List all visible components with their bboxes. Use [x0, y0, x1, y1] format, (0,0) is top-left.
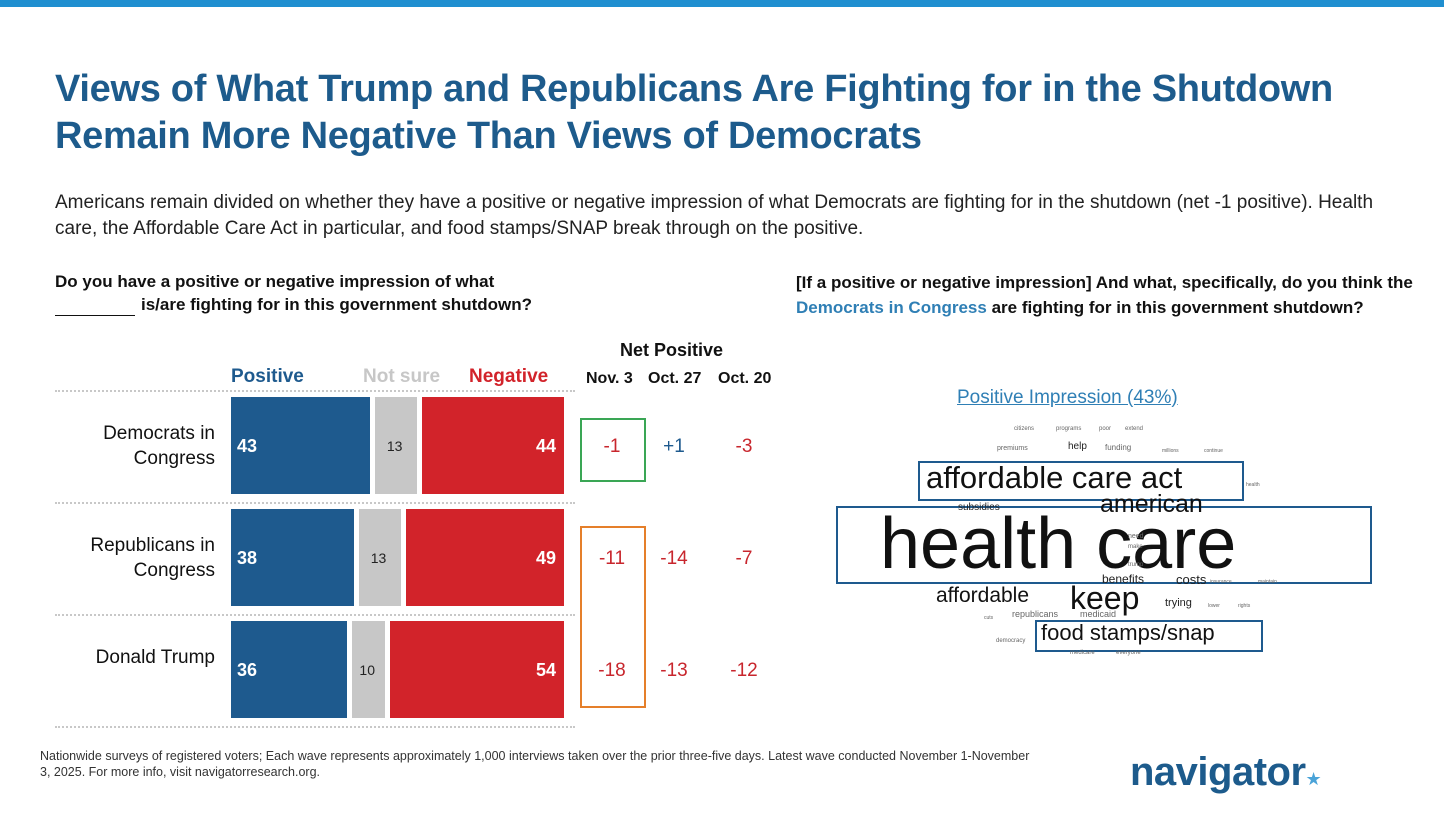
word-affordable: affordable	[936, 584, 1030, 607]
question-right-part1: [If a positive or negative impression] A…	[796, 273, 1413, 292]
word-subsidies: subsidies	[958, 502, 1000, 513]
net-value: -13	[660, 660, 688, 681]
word-funding: funding	[1105, 443, 1132, 452]
series-header-not-sure: Not sure	[363, 366, 441, 387]
word-programs: programs	[1056, 426, 1082, 432]
word-democracy: democracy	[996, 638, 1026, 644]
bar-value-positive: 38	[237, 548, 258, 568]
bar-positive	[231, 397, 370, 494]
bar-value-not-sure: 10	[359, 662, 375, 678]
word-poor: poor	[1099, 426, 1112, 432]
bar-not-sure	[352, 621, 385, 718]
word-cuts: cuts	[984, 615, 994, 621]
word-american: american	[1100, 490, 1203, 518]
question-right: [If a positive or negative impression] A…	[796, 270, 1416, 320]
row-divider	[55, 726, 575, 728]
bar-negative	[389, 621, 564, 718]
fill-blank	[55, 299, 135, 316]
word-benefits: benefits	[1102, 572, 1145, 586]
word-affordable-care-act: affordable care act	[926, 460, 1183, 495]
bar-value-not-sure: 13	[386, 438, 403, 454]
word-highlight-box	[918, 461, 1244, 501]
word-highlight-box	[836, 506, 1372, 584]
net-highlight-box-democrats	[580, 418, 646, 482]
series-header-positive: Positive	[231, 366, 304, 387]
net-value: -1	[603, 436, 621, 457]
row-label: Republicans in Congress	[90, 535, 215, 581]
row-divider	[55, 390, 575, 392]
bar-value-positive: 36	[237, 660, 258, 680]
net-value: +1	[663, 436, 685, 457]
net-value: -11	[598, 548, 626, 569]
word-need: need	[1128, 533, 1144, 540]
net-column-header: Nov. 3	[586, 370, 633, 387]
word-maintain: maintain	[1258, 579, 1277, 585]
bar-negative	[405, 509, 564, 606]
question-left-line2: is/are fighting for in this government s…	[141, 295, 532, 314]
navigator-logo: navigator★	[1130, 750, 1322, 795]
net-value: -18	[598, 660, 626, 681]
word-costs: costs	[1176, 572, 1207, 587]
word-rights: rights	[1238, 603, 1251, 609]
net-column-header: Oct. 27	[648, 370, 702, 387]
question-right-highlight: Democrats in Congress	[796, 298, 987, 317]
bar-not-sure	[358, 509, 401, 606]
word-food-stamps-snap: food stamps/snap	[1041, 620, 1215, 645]
net-value: -12	[730, 660, 758, 681]
word-continue: continue	[1204, 448, 1223, 454]
word-help: help	[1068, 441, 1087, 452]
word-medicare: medicare	[1070, 650, 1095, 656]
row-divider	[55, 502, 575, 504]
bar-not-sure	[374, 397, 417, 494]
bar-value-positive: 43	[237, 436, 258, 456]
logo-text: navigator	[1130, 750, 1306, 794]
question-right-part2: are fighting for in this government shut…	[986, 298, 1364, 317]
net-highlight-box-republicans-trump	[580, 526, 646, 708]
row-label: Democrats in Congress	[103, 423, 215, 469]
net-value: -3	[735, 436, 753, 457]
word-keep: keep	[1070, 580, 1140, 616]
word-trying: trying	[1165, 597, 1192, 609]
page-title: Views of What Trump and Republicans Are …	[55, 68, 1333, 157]
word-lower: lower	[1208, 603, 1220, 609]
bar-positive	[231, 621, 348, 718]
question-left-line1: Do you have a positive or negative impre…	[55, 272, 495, 291]
net-value: -14	[660, 548, 688, 569]
question-left: Do you have a positive or negative impre…	[55, 270, 655, 316]
bar-value-negative: 54	[536, 660, 557, 680]
logo-star-icon: ★	[1305, 769, 1322, 789]
word-insurance: insurance	[1210, 579, 1232, 585]
word-millions: millions	[1162, 448, 1179, 454]
word-make: make	[1128, 544, 1143, 550]
series-header-negative: Negative	[469, 366, 549, 387]
word-cloud-title: Positive Impression (43%)	[957, 387, 1178, 408]
word-extend: extend	[1125, 426, 1144, 432]
word-health: health	[1246, 482, 1260, 488]
word-trump: trump	[1128, 562, 1144, 568]
word-republicans: republicans	[1012, 609, 1059, 619]
question-left-line2-wrap: is/are fighting for in this government s…	[55, 293, 655, 316]
word-everyone: everyone	[1116, 650, 1141, 656]
bar-positive	[231, 509, 354, 606]
top-accent-bar	[0, 0, 1444, 7]
word-medicaid: medicaid	[1080, 609, 1117, 619]
word-highlight-box	[1035, 620, 1263, 652]
net-positive-title: Net Positive	[620, 340, 724, 360]
net-value: -7	[735, 548, 753, 569]
word-health-care: health care	[880, 504, 1237, 584]
bar-value-negative: 49	[536, 548, 557, 568]
page-subtitle: Americans remain divided on whether they…	[55, 192, 1374, 239]
footnote: Nationwide surveys of registered voters;…	[40, 749, 1030, 779]
bar-value-not-sure: 13	[370, 550, 387, 566]
bar-value-negative: 44	[536, 436, 557, 456]
net-column-header: Oct. 20	[718, 370, 772, 387]
row-label: Donald Trump	[95, 647, 215, 668]
word-citizens: citizens	[1014, 426, 1035, 432]
word-premiums: premiums	[997, 445, 1028, 452]
row-divider	[55, 614, 575, 616]
bar-negative	[421, 397, 564, 494]
